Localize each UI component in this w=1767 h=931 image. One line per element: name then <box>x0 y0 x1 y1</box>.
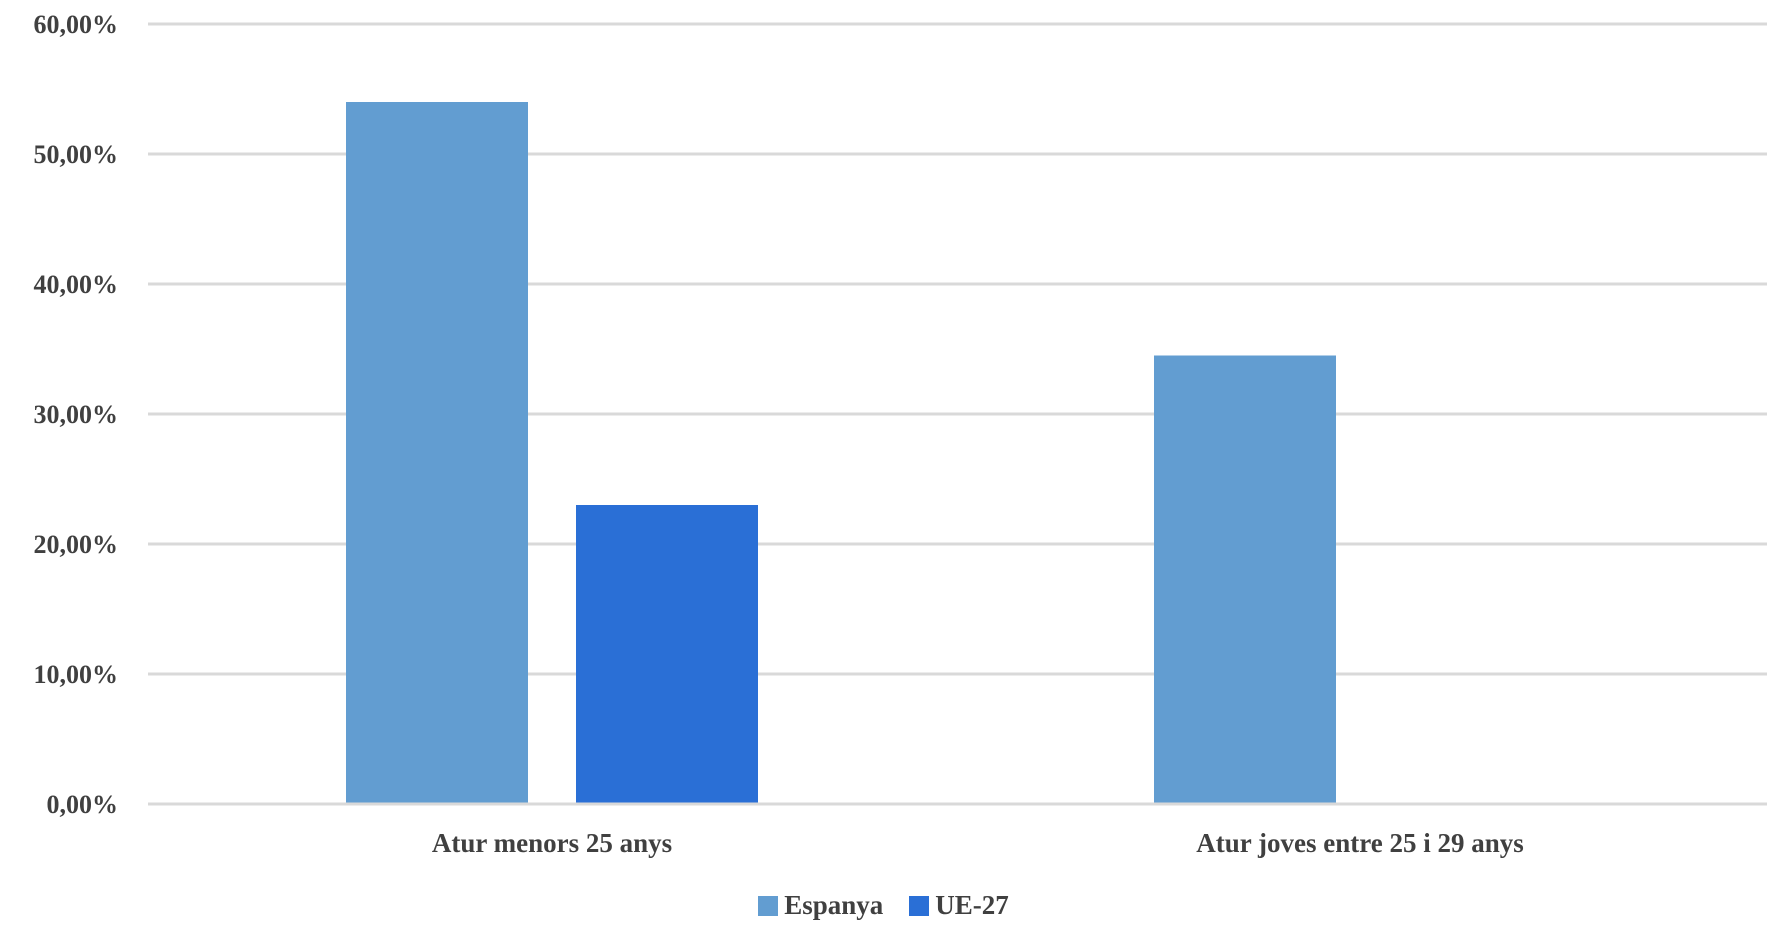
y-axis: 0,00% 10,00% 20,00% 30,00% 40,00% 50,00% 60,00… <box>34 10 119 819</box>
legend-item-ue27: UE-27 <box>909 890 1009 921</box>
bar-ue-27-1 <box>576 505 758 804</box>
legend-label-ue27: UE-27 <box>935 890 1009 920</box>
legend-label-espanya: Espanya <box>784 890 884 920</box>
legend-swatch-ue27 <box>909 895 930 916</box>
y-tick-label: 10,00% <box>34 660 119 689</box>
y-tick-label: 20,00% <box>34 530 119 559</box>
y-tick-label: 30,00% <box>34 400 119 429</box>
y-tick-label: 50,00% <box>34 140 119 169</box>
x-axis: Atur menors 25 anys Atur joves entre 25 i… <box>148 802 1767 858</box>
x-category-label: Atur joves entre 25 i 29 anys <box>1196 828 1523 858</box>
bar-espanya-1 <box>346 102 528 804</box>
bar-espanya-2 <box>1154 355 1336 804</box>
bars <box>346 102 1336 804</box>
y-tick-label: 0,00% <box>47 790 119 819</box>
y-tick-label: 60,00% <box>34 10 119 39</box>
legend-item-espanya: Espanya <box>758 890 883 921</box>
y-tick-label: 40,00% <box>34 270 119 299</box>
bar-chart: 0,00% 10,00% 20,00% 30,00% 40,00% 50,00% 60,00… <box>34 10 1767 858</box>
x-category-label: Atur menors 25 anys <box>432 828 672 858</box>
legend: Espanya UE-27 <box>0 890 1767 921</box>
legend-swatch-espanya <box>758 895 779 916</box>
